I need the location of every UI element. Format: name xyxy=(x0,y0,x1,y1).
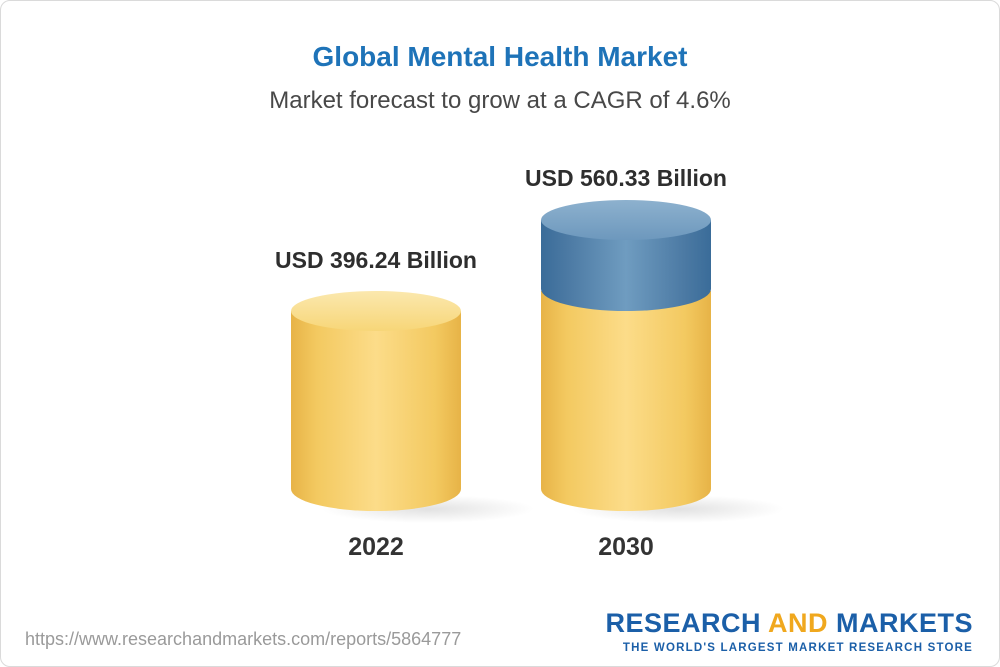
cylinder-2022 xyxy=(291,291,535,523)
cylinder-2022-body xyxy=(291,311,461,511)
year-label-2030: 2030 xyxy=(598,533,654,561)
cylinder-2030 xyxy=(541,200,785,523)
logo-tagline: THE WORLD'S LARGEST MARKET RESEARCH STOR… xyxy=(622,642,973,654)
cylinder-2030-growth-segment xyxy=(541,200,711,311)
logo-wordmark: RESEARCH AND MARKETS xyxy=(605,608,973,639)
value-label-2022: USD 396.24 Billion xyxy=(275,247,477,273)
page-title: Global Mental Health Market xyxy=(312,41,688,72)
cylinder-2030-base-segment xyxy=(541,291,711,511)
company-logo: RESEARCH AND MARKETS THE WORLD'S LARGEST… xyxy=(605,608,973,654)
page-subtitle: Market forecast to grow at a CAGR of 4.6… xyxy=(269,87,731,114)
year-label-2022: 2022 xyxy=(348,533,404,561)
value-label-2030: USD 560.33 Billion xyxy=(525,165,727,191)
logo-word-and: AND xyxy=(767,608,828,638)
cylinder-2030-top-ellipse xyxy=(541,200,711,240)
report-url: https://www.researchandmarkets.com/repor… xyxy=(25,629,462,649)
logo-word-research: RESEARCH xyxy=(605,608,761,638)
logo-word-markets: MARKETS xyxy=(836,608,973,638)
cylinder-2022-top-ellipse xyxy=(291,291,461,331)
